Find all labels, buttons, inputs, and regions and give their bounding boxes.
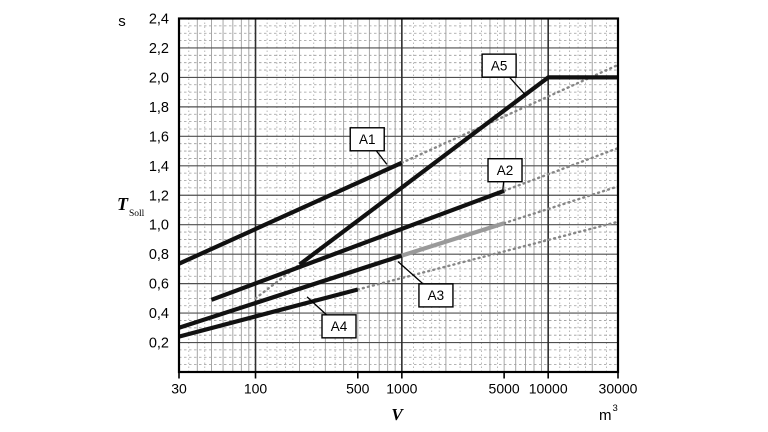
curve-A1: [178, 160, 403, 266]
y-axis-symbol-subscript: Soll: [129, 209, 145, 219]
y-tick-label: 2,4: [149, 12, 169, 28]
data-series: [178, 63, 619, 339]
x-tick-label: 10000: [529, 381, 568, 397]
curve-A2: [210, 188, 505, 302]
callout-box-A1: [349, 127, 385, 152]
callout-box-A2: [487, 158, 523, 183]
callout-label-A1: A1: [359, 132, 376, 147]
y-axis-unit-label: s: [118, 13, 126, 30]
y-tick-label: 2,2: [149, 41, 169, 57]
y-tick-label: 1,2: [149, 188, 169, 204]
callout-label-A5: A5: [491, 58, 508, 73]
callout-box-A4: [321, 314, 357, 339]
curve-callouts: A1 A2 A3 A4 A5: [306, 53, 526, 339]
y-tick-label: 0,4: [149, 306, 169, 322]
callout-label-A4: A4: [331, 319, 348, 334]
x-axis-unit: m: [599, 407, 612, 424]
grid-major-lines: [179, 18, 618, 372]
callout-label-A2: A2: [497, 163, 514, 178]
curve-A3-ext: [502, 185, 619, 225]
curve-A5: [298, 75, 618, 267]
curve-A1-ext: [400, 63, 619, 164]
curve-A3: [178, 253, 403, 330]
axis-ticks: [178, 372, 619, 379]
plot-border: [177, 17, 620, 374]
x-tick-label: 500: [346, 381, 370, 397]
plot-frame: [177, 17, 620, 374]
x-tick-label: 100: [244, 381, 268, 397]
callout-box-A5: [481, 53, 517, 78]
x-tick-label: 5000: [489, 381, 520, 397]
callout-box-A3: [418, 283, 454, 308]
callout-label-A3: A3: [428, 288, 445, 303]
y-tick-label: 0,2: [149, 336, 169, 352]
y-tick-label: 0,8: [149, 247, 169, 263]
x-tick-label: 30000: [599, 381, 638, 397]
curve-A4: [178, 287, 359, 339]
y-tick-label: 2,0: [149, 70, 169, 86]
y-tick-label: 0,6: [149, 277, 169, 293]
y-axis-symbol: T: [117, 194, 129, 214]
curve-A3-gray: [401, 221, 505, 258]
y-tick-label: 1,6: [149, 129, 169, 145]
axis-tick-labels: 30 100 500 1000 5000 10000 30000 0,2 0,4 0,6 0,8 1,…: [149, 12, 638, 397]
x-axis-symbol: V: [391, 405, 404, 424]
curve-A4-ext: [356, 220, 619, 291]
y-tick-label: 1,8: [149, 100, 169, 116]
curve-A2-ext: [502, 146, 619, 192]
x-axis-unit-exponent: 3: [613, 403, 618, 414]
y-tick-label: 1,4: [149, 159, 169, 175]
y-tick-label: 1,0: [149, 218, 169, 234]
x-tick-label: 1000: [386, 381, 417, 397]
x-tick-label: 30: [171, 381, 187, 397]
